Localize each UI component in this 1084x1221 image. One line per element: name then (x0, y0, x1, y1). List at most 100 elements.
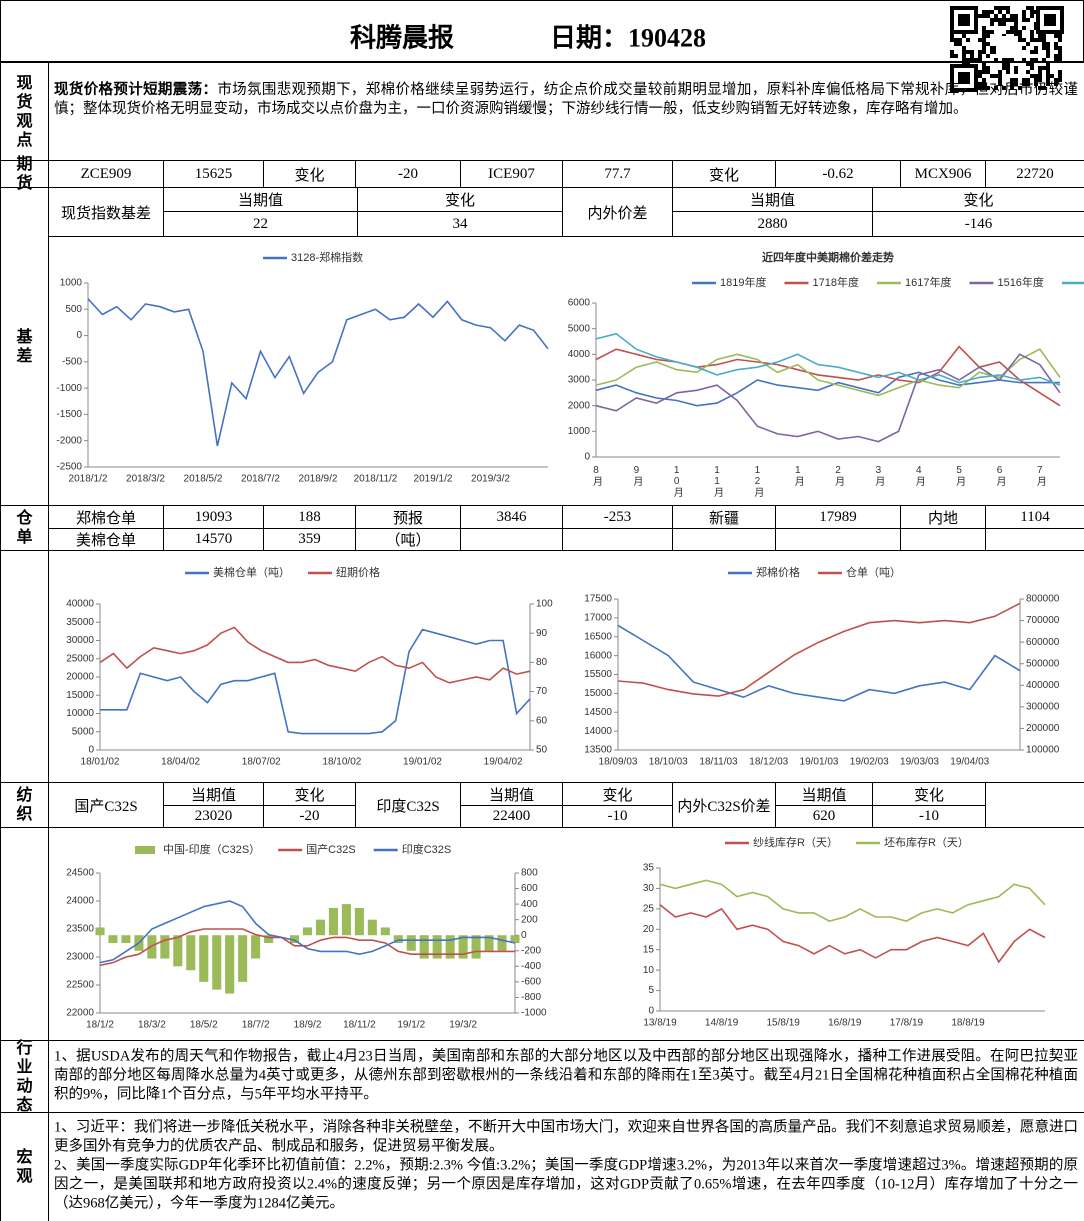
qr-module (1026, 6, 1030, 10)
qr-module (1014, 70, 1018, 74)
bar (367, 919, 377, 936)
qr-module (1058, 34, 1062, 38)
y-tick-label: 20000 (66, 672, 94, 683)
qr-module (1058, 58, 1062, 62)
y-tick-label: 2000 (568, 400, 591, 411)
qr-module (986, 10, 990, 14)
bar (380, 927, 390, 936)
y-tick-label: 4000 (568, 349, 591, 360)
table-cell: 预报 (355, 505, 461, 529)
y2-tick-label: 400 (521, 899, 538, 910)
qr-module (1022, 82, 1026, 86)
qr-module (1014, 26, 1018, 30)
qr-module (1054, 42, 1058, 46)
y-tick-label: 5000 (72, 726, 95, 737)
qr-module (1026, 70, 1030, 74)
legend-label: 仓单（吨） (846, 565, 901, 579)
x-tick-label: 11月 (712, 465, 724, 498)
qr-module (978, 74, 982, 78)
bar (199, 935, 209, 982)
x-tick-label: 19/01/03 (800, 757, 839, 768)
table-cell: 变化 (263, 782, 356, 806)
header-cell (0, 0, 1084, 62)
legend-label: 国产C32S (306, 842, 356, 856)
chart-title: 近四年度中美期棉价差走势 (762, 250, 894, 264)
bar (510, 935, 520, 943)
qr-module (986, 42, 990, 46)
qr-code (950, 6, 1064, 92)
bar (108, 935, 118, 943)
qr-module (1026, 62, 1030, 66)
qr-module (978, 14, 982, 18)
qr-module (990, 30, 994, 34)
y2-tick-label: 600 (521, 883, 538, 894)
x-tick-label: 2018/5/2 (184, 474, 223, 485)
qr-module (1030, 10, 1034, 14)
qr-module (1002, 58, 1006, 62)
qr-module (1026, 42, 1030, 46)
qr-module (1034, 58, 1038, 62)
y-tick-label: 22500 (66, 980, 94, 991)
table-cell: 359 (263, 528, 356, 551)
x-tick-label: 5月 (954, 465, 966, 487)
qr-module (1014, 66, 1018, 70)
y-tick-label: 30 (643, 883, 655, 894)
x-tick-label: 18/8/19 (951, 1018, 985, 1029)
qr-module (1034, 46, 1038, 50)
y-tick-label: 15500 (584, 669, 612, 680)
qr-module (1022, 10, 1026, 14)
bar (406, 935, 416, 951)
x-tick-label: 19/1/2 (397, 1020, 425, 1031)
table-cell: ZCE909 (48, 160, 164, 188)
x-tick-label: 18/5/2 (190, 1020, 218, 1031)
qr-module (1046, 62, 1050, 66)
qr-module (1046, 42, 1050, 46)
y2-tick-label: 600000 (1026, 637, 1060, 648)
qr-module (1006, 18, 1010, 22)
y2-tick-label: -800 (521, 992, 541, 1003)
qr-module (1022, 14, 1026, 18)
qr-module (978, 54, 982, 58)
qr-module (982, 38, 986, 42)
x-tick-label: 18/12/03 (749, 757, 788, 768)
section-label (0, 827, 49, 1041)
x-tick-label: 2018/9/2 (299, 474, 338, 485)
chart: 13500 14000 14500 15000 15500 16000 16500 17000… (584, 565, 1060, 768)
qr-module (962, 50, 966, 54)
qr-module (1054, 58, 1058, 62)
qr-module (1034, 74, 1038, 78)
table-cell: 当期值 (775, 782, 873, 806)
y-tick-label: 5 (648, 985, 654, 996)
y2-tick-label: 90 (536, 628, 548, 639)
section-label: 宏观 (0, 1112, 49, 1221)
qr-module (950, 38, 954, 42)
qr-module (1010, 58, 1014, 62)
y2-tick-label: 70 (536, 686, 548, 697)
spot-heading: 现货价格预计短期震荡： (54, 82, 218, 98)
table-cell: -0.62 (775, 160, 901, 188)
y2-tick-label: 200000 (1026, 723, 1060, 734)
section-label: 纺织 (0, 782, 49, 828)
qr-module (1042, 58, 1046, 62)
bar (302, 927, 313, 936)
qr-module (1042, 46, 1046, 50)
table-cell: 变化 (872, 187, 1084, 212)
qr-module (982, 10, 986, 14)
qr-module (1038, 34, 1042, 38)
bar (341, 904, 351, 936)
qr-module (982, 50, 986, 54)
x-tick-label: 10月 (671, 465, 683, 498)
qr-module (990, 46, 994, 50)
qr-module (1022, 38, 1026, 42)
y2-tick-label: 800000 (1026, 594, 1060, 605)
qr-module (1026, 82, 1030, 86)
report-title: 科腾晨报 (350, 23, 455, 53)
qr-module (1010, 14, 1014, 18)
y-tick-label: 3000 (568, 375, 591, 386)
qr-module (1034, 82, 1038, 86)
qr-module (954, 54, 958, 58)
bar (212, 935, 222, 990)
table-cell: 当期值 (460, 782, 563, 806)
qr-module (958, 38, 962, 42)
qr-module (970, 54, 974, 58)
